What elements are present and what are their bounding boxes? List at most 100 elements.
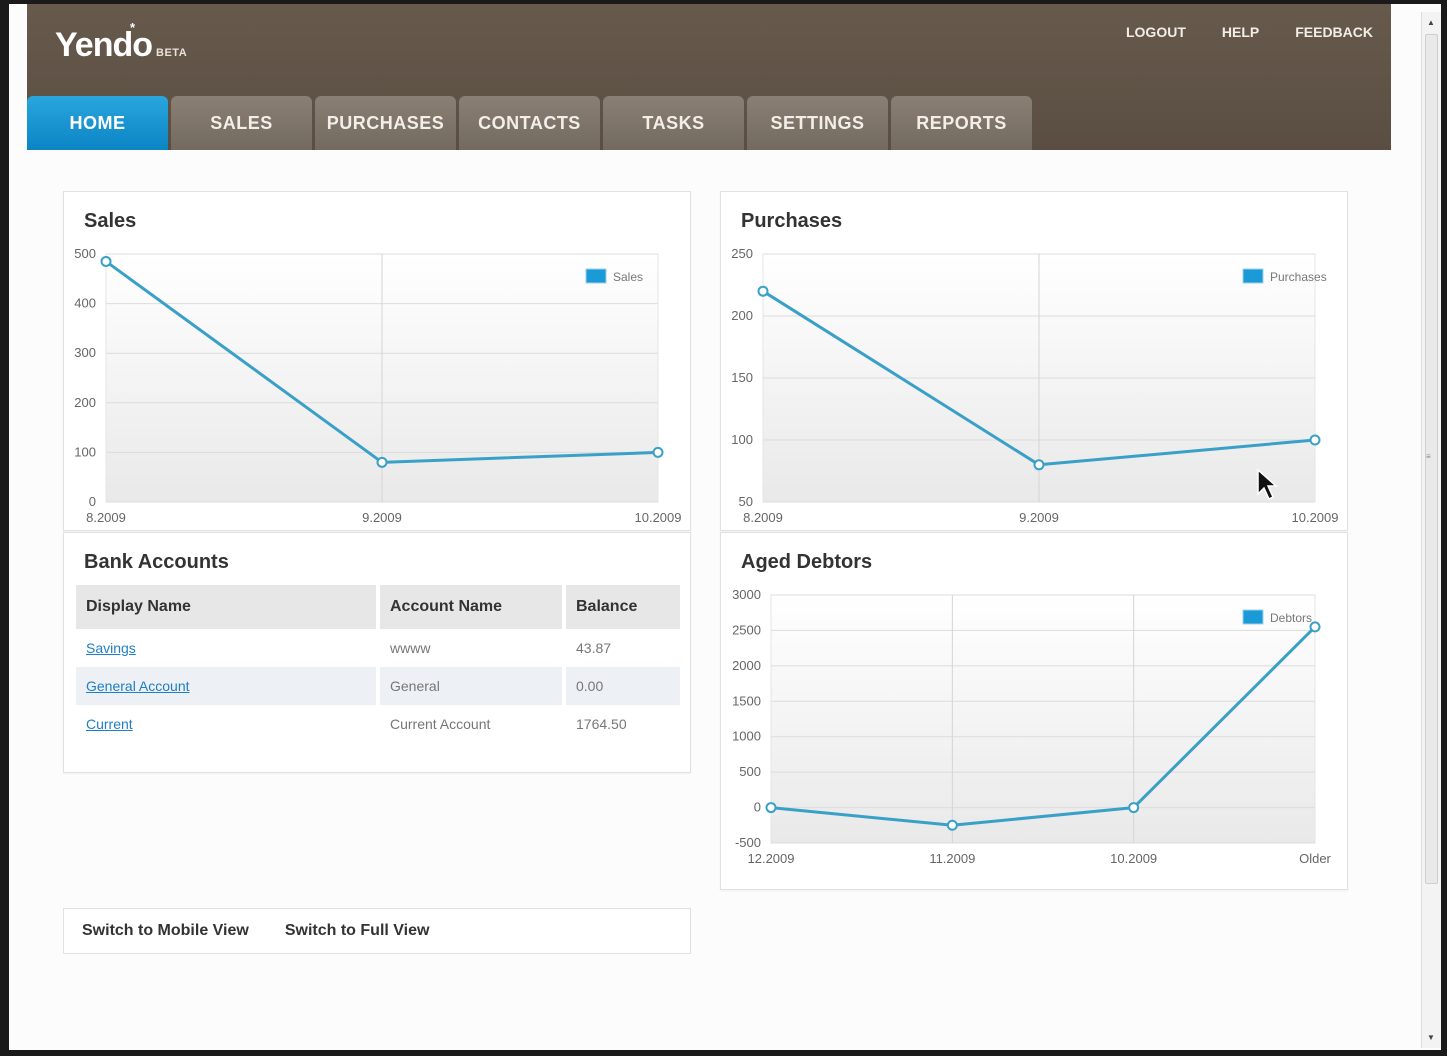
yendo-logo[interactable]: Yendo * BETA: [55, 20, 188, 65]
aged-debtors-chart: -500 0 500 1000 1500 2000 2500 3000 12.2009 11.20…: [732, 587, 1331, 866]
y-tick-label: 2000: [732, 658, 761, 673]
scrollbar-grip-icon: ≡: [1426, 452, 1431, 461]
legend-label: Debtors: [1270, 611, 1312, 625]
logo-text: Yendo: [55, 26, 153, 64]
tab-tasks[interactable]: TASKS: [603, 96, 744, 150]
balance-cell: 1764.50: [576, 716, 627, 732]
logout-link[interactable]: LOGOUT: [1125, 24, 1186, 40]
aged-debtors-title: Aged Debtors: [741, 551, 873, 573]
scrollbar-thumb[interactable]: [1425, 34, 1438, 884]
y-tick-label: 150: [731, 370, 753, 385]
x-tick-label: 8.2009: [743, 510, 783, 525]
browser-viewport: Yendo * BETA LOGOUT HELP FEEDBACK HOME SAL…: [9, 4, 1441, 1050]
y-tick-label: 0: [89, 494, 96, 509]
y-tick-label: 250: [731, 246, 753, 261]
x-tick-label: 9.2009: [362, 510, 402, 525]
purchases-chart: 50 100 150 200 250 8.2009 9.2009 10.2009 Purchas…: [731, 246, 1339, 525]
x-tick-label: 8.2009: [86, 510, 126, 525]
data-point: [376, 456, 388, 468]
sales-panel: Sales 0 100 200 300 400 500 8.2009 9.2009 10.200…: [63, 191, 691, 531]
account-link-general[interactable]: General Account: [86, 678, 190, 694]
legend-swatch: [1242, 609, 1264, 625]
feedback-link[interactable]: FEEDBACK: [1295, 24, 1373, 40]
vertical-scrollbar[interactable]: ▲ ≡ ▼: [1421, 12, 1441, 1048]
y-tick-label: 100: [74, 444, 96, 459]
y-tick-label: 400: [74, 296, 96, 311]
legend-label: Sales: [613, 270, 643, 284]
legend-label: Purchases: [1270, 270, 1327, 284]
y-tick-label: 100: [731, 432, 753, 447]
data-point: [1309, 434, 1321, 446]
account-link-current[interactable]: Current: [86, 716, 133, 732]
switch-full-view-link[interactable]: Switch to Full View: [284, 922, 430, 939]
x-tick-label: 10.2009: [635, 510, 682, 525]
account-name-cell: General: [380, 667, 562, 705]
y-tick-label: 200: [74, 395, 96, 410]
table-header-row: Display Name Account Name Balance: [76, 585, 680, 629]
col-account-name[interactable]: Account Name: [380, 585, 562, 629]
y-tick-label: 500: [74, 246, 96, 261]
account-name-cell: Current Account: [390, 716, 491, 732]
account-link-savings[interactable]: Savings: [86, 640, 136, 656]
table-row: Savings wwww 43.87: [76, 629, 680, 667]
legend-swatch: [1242, 268, 1264, 284]
tab-home[interactable]: HOME: [27, 96, 168, 150]
x-tick-label: 9.2009: [1019, 510, 1059, 525]
data-point: [765, 802, 777, 814]
tab-contacts[interactable]: CONTACTS: [459, 96, 600, 150]
data-point: [652, 446, 664, 458]
y-tick-label: 1000: [732, 729, 761, 744]
top-links: LOGOUT HELP FEEDBACK: [1126, 24, 1373, 40]
scroll-up-arrow-icon[interactable]: ▲: [1427, 18, 1435, 27]
balance-cell: 43.87: [576, 640, 612, 656]
tab-purchases[interactable]: PURCHASES: [315, 96, 456, 150]
x-tick-label: 10.2009: [1292, 510, 1339, 525]
x-tick-label: Older: [1299, 851, 1331, 866]
data-point: [946, 819, 958, 831]
series-line: [770, 625, 1317, 827]
bank-accounts-table: Display Name Account Name Balance Saving…: [72, 585, 684, 743]
y-tick-label: 1500: [732, 693, 761, 708]
main-nav-tabs: HOME SALES PURCHASES CONTACTS TASKS SETT…: [27, 96, 1032, 150]
view-switcher: Switch to Mobile View Switch to Full Vie…: [63, 908, 691, 954]
x-tick-label: 11.2009: [929, 851, 975, 866]
table-row: General Account General 0.00: [76, 667, 680, 705]
table-row: Current Current Account 1764.50: [76, 705, 680, 743]
data-point: [1128, 802, 1140, 814]
data-point: [1033, 459, 1045, 471]
data-point: [757, 285, 769, 297]
bank-accounts-panel: Bank Accounts Display Name Account Name …: [63, 532, 691, 773]
col-balance[interactable]: Balance: [566, 585, 680, 629]
account-name-cell: wwww: [390, 640, 431, 656]
aged-debtors-panel: Aged Debtors -500 0 500 1000 1500 2000 2500 300…: [720, 532, 1348, 890]
tab-sales[interactable]: SALES: [171, 96, 312, 150]
data-point: [1309, 621, 1321, 633]
logo-star: *: [130, 20, 135, 35]
legend-swatch: [585, 268, 607, 284]
y-tick-label: 50: [739, 494, 753, 509]
x-tick-label: 12.2009: [748, 851, 795, 866]
beta-badge: BETA: [156, 47, 188, 59]
bank-accounts-title: Bank Accounts: [84, 551, 229, 573]
display-name-cell: Current: [76, 705, 376, 743]
x-tick-label: 10.2009: [1110, 851, 1157, 866]
y-tick-label: 3000: [732, 587, 761, 602]
y-tick-label: 300: [74, 345, 96, 360]
tab-reports[interactable]: REPORTS: [891, 96, 1032, 150]
display-name-cell: Savings: [76, 629, 376, 667]
scroll-down-arrow-icon[interactable]: ▼: [1427, 1033, 1435, 1042]
mouse-pointer-icon: [1257, 468, 1278, 501]
y-tick-label: -500: [735, 835, 761, 850]
purchases-panel: Purchases 50 100 150 200 250 8.2009 9.2009 10.2…: [720, 191, 1348, 531]
switch-mobile-view-link[interactable]: Switch to Mobile View: [82, 922, 249, 939]
tab-settings[interactable]: SETTINGS: [747, 96, 888, 150]
col-display-name[interactable]: Display Name: [76, 585, 376, 629]
purchases-title: Purchases: [741, 210, 843, 232]
help-link[interactable]: HELP: [1221, 24, 1260, 40]
y-tick-label: 200: [731, 308, 753, 323]
y-tick-label: 500: [739, 764, 761, 779]
plot-area: [770, 594, 1316, 844]
balance-cell: 0.00: [566, 667, 680, 705]
sales-title: Sales: [84, 210, 137, 232]
sales-chart: 0 100 200 300 400 500 8.2009 9.2009 10.2009 Sales: [74, 246, 682, 525]
